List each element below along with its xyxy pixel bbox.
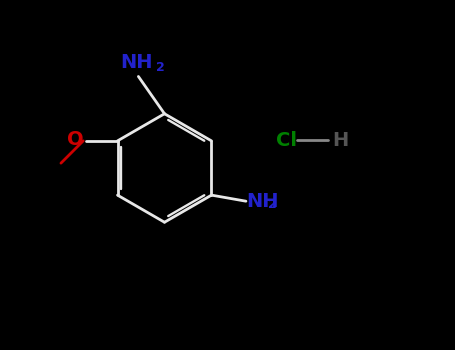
Text: NH: NH xyxy=(247,192,279,211)
Text: 2: 2 xyxy=(156,61,165,74)
Text: Cl: Cl xyxy=(277,131,298,149)
Text: NH: NH xyxy=(121,53,153,72)
Text: H: H xyxy=(333,131,349,149)
Text: O: O xyxy=(66,130,83,149)
Text: 2: 2 xyxy=(268,197,277,210)
